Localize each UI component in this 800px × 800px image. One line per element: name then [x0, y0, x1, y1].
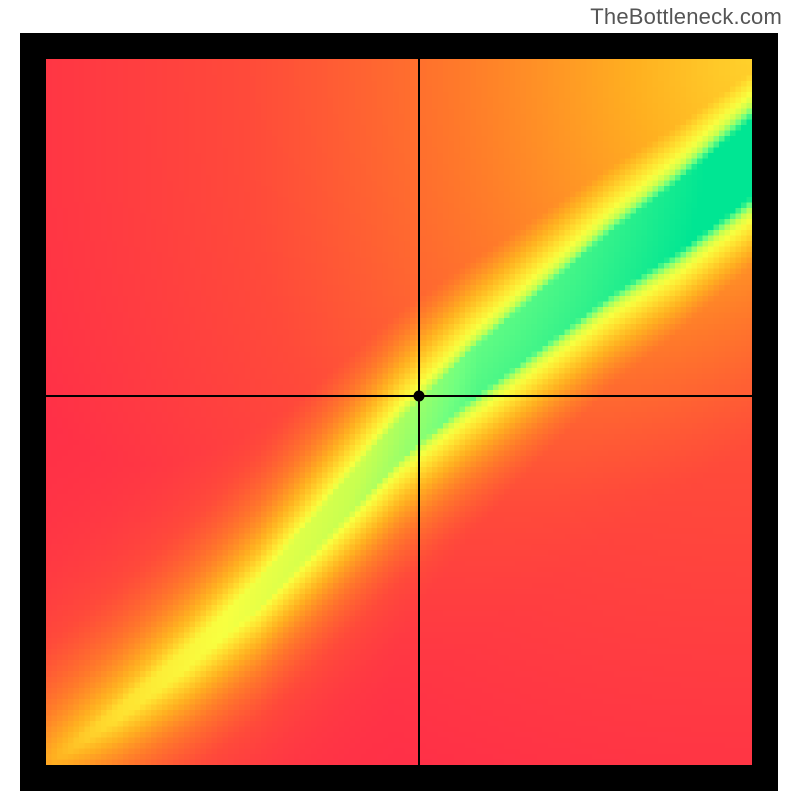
chart-frame: [20, 33, 778, 791]
page-root: TheBottleneck.com: [0, 0, 800, 800]
marker-dot: [413, 390, 424, 401]
crosshair-horizontal: [46, 395, 752, 397]
crosshair-vertical: [418, 59, 420, 765]
watermark-text: TheBottleneck.com: [590, 4, 782, 30]
heatmap-canvas: [46, 59, 752, 765]
